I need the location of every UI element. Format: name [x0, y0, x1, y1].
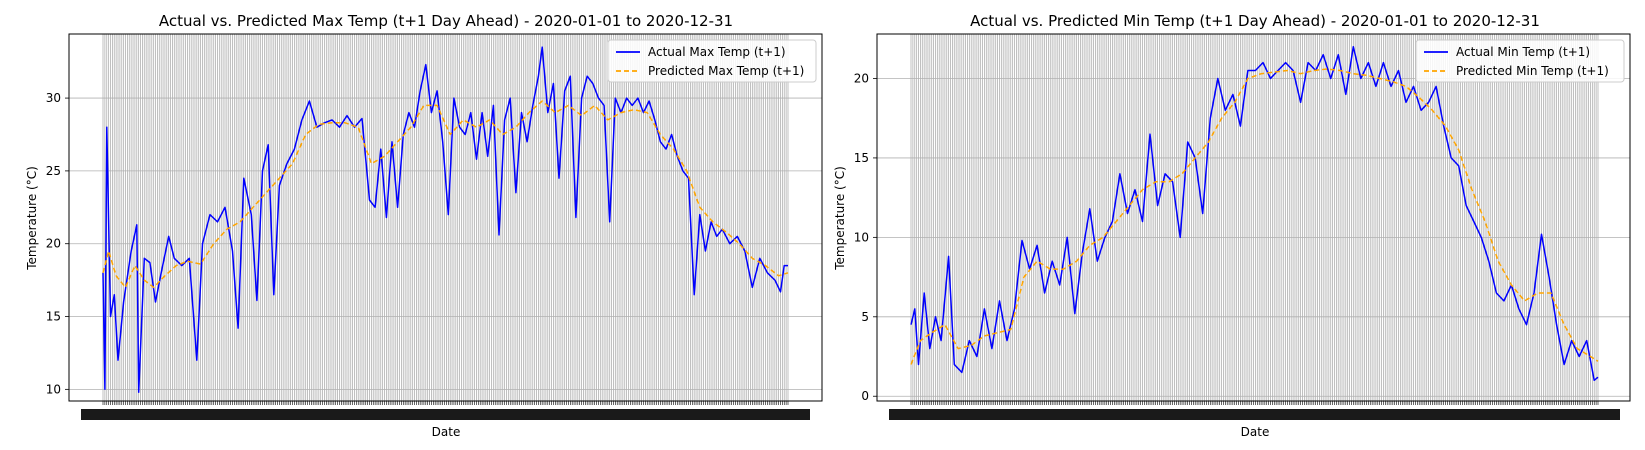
x-tick-labels-overlap [81, 409, 810, 420]
legend-label: Predicted Min Temp (t+1) [1456, 64, 1609, 78]
chart-title: Actual vs. Predicted Min Temp (t+1 Day A… [970, 12, 1540, 30]
y-tick-label: 15 [46, 310, 61, 324]
max-temp-chart: Actual vs. Predicted Max Temp (t+1 Day A… [25, 12, 823, 439]
x-tick-labels [889, 401, 1620, 420]
y-tick-label: 20 [854, 71, 869, 85]
y-tick-label: 20 [46, 237, 61, 251]
y-tick-label: 5 [861, 310, 869, 324]
y-tick-label: 0 [861, 389, 869, 403]
legend-label: Predicted Max Temp (t+1) [648, 64, 804, 78]
y-tick-label: 30 [46, 91, 61, 105]
x-tick-labels-overlap [889, 409, 1620, 420]
y-axis-label: Temperature (°C) [833, 166, 847, 271]
actual-series-line [910, 45, 1599, 382]
min-temp-chart: Actual vs. Predicted Min Temp (t+1 Day A… [833, 12, 1631, 439]
legend-label: Actual Min Temp (t+1) [1456, 45, 1590, 59]
y-tick-label: 10 [854, 230, 869, 244]
x-tick-labels [81, 401, 810, 420]
actual-series-line [102, 46, 788, 394]
plot-frame [68, 33, 823, 402]
legend: Actual Max Temp (t+1) Predicted Max Temp … [607, 39, 817, 83]
x-gridlines [102, 34, 789, 401]
plot-frame [876, 33, 1631, 402]
x-gridlines [910, 34, 1599, 401]
legend-box [607, 39, 817, 83]
x-axis-label: Date [1241, 425, 1270, 439]
y-axis-label: Temperature (°C) [25, 166, 39, 271]
y-tick-label: 15 [854, 151, 869, 165]
legend-box [1415, 39, 1625, 83]
legend: Actual Min Temp (t+1) Predicted Min Temp … [1415, 39, 1625, 83]
predicted-series-line [102, 100, 789, 289]
x-axis-label: Date [432, 425, 461, 439]
legend-label: Actual Max Temp (t+1) [648, 45, 786, 59]
predicted-series-line [910, 68, 1599, 365]
y-tick-label: 10 [46, 382, 61, 396]
y-tick-label: 25 [46, 164, 61, 178]
chart-title: Actual vs. Predicted Max Temp (t+1 Day A… [159, 12, 733, 30]
